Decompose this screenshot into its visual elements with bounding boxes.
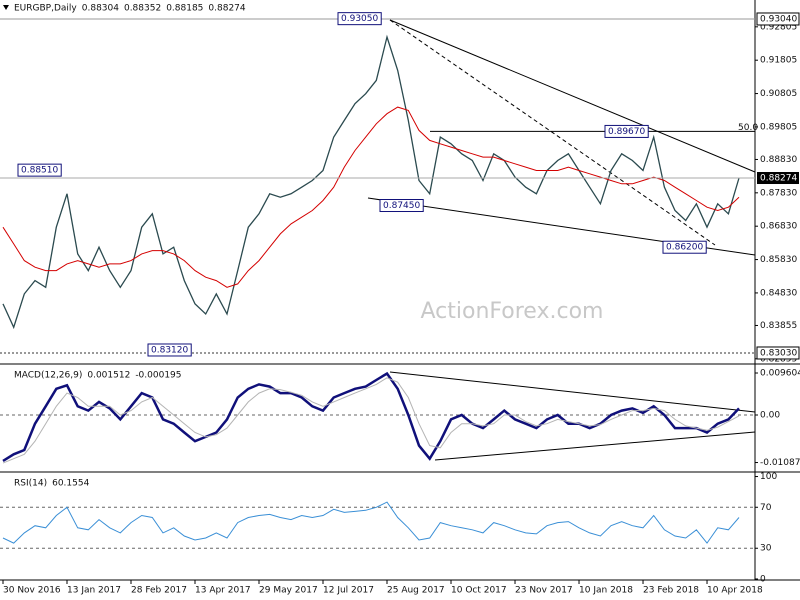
price-box-label: 0.83030 (760, 348, 797, 358)
watermark: ActionForex.com (421, 299, 604, 324)
y-tick-label: 0.90805 (760, 89, 797, 99)
series-line (2, 377, 740, 464)
series-line (2, 106, 740, 288)
series-line (2, 501, 740, 544)
trend-line (389, 371, 756, 413)
trend-line (389, 19, 716, 246)
y-tick-label: 0.86830 (760, 222, 797, 232)
annotation-label: 0.89670 (608, 127, 645, 137)
y-tick-label: 0.89805 (760, 122, 797, 132)
y-tick-label: 0.009604 (760, 369, 800, 379)
panel-reading: 0.88352 (124, 4, 161, 14)
panel-reading: 0.001512 (87, 371, 130, 381)
y-tick-label: -0.010873 (760, 458, 800, 468)
y-tick-label: 0.83855 (760, 321, 797, 331)
x-tick-label: 12 Jul 2017 (323, 586, 374, 596)
y-tick-label: 0 (760, 574, 766, 584)
x-tick-label: 13 Jan 2017 (67, 586, 121, 596)
annotation-label: 0.83120 (151, 345, 188, 355)
series-line (2, 34, 740, 330)
panel-reading: 0.88185 (166, 4, 203, 14)
x-tick-label: 29 May 2017 (259, 586, 318, 596)
price-box (756, 12, 800, 26)
fib-label: 50.0 (738, 123, 758, 133)
panel-reading: 0.88304 (82, 4, 119, 14)
y-tick-label: 0.87830 (760, 188, 797, 198)
y-tick-label: 0.85830 (760, 255, 797, 265)
annotation-label: 0.86200 (666, 243, 703, 253)
y-tick-label: 100 (760, 472, 777, 482)
trend-line (434, 431, 756, 461)
y-tick-label: 0.84830 (760, 288, 797, 298)
x-tick-label: 23 Nov 2017 (515, 586, 573, 596)
panel-title: EURGBP,Daily (14, 4, 77, 14)
annotation-box (379, 199, 424, 213)
x-tick-label: 13 Apr 2017 (195, 586, 251, 596)
x-tick-label: 10 Apr 2018 (707, 586, 763, 596)
panel-reading: 60.1554 (52, 479, 89, 489)
x-tick-label: 10 Oct 2017 (451, 586, 507, 596)
y-tick-label: 30 (760, 544, 772, 554)
annotation-label: 0.88510 (21, 166, 58, 176)
menu-triangle (3, 5, 9, 10)
x-tick-label: 10 Jan 2018 (579, 586, 633, 596)
panel-reading: 0.88274 (208, 4, 245, 14)
annotation-box (662, 240, 707, 254)
annotation-box (337, 12, 382, 26)
y-tick-label: 0.92805 (760, 22, 797, 32)
annotation-box (17, 163, 62, 177)
x-tick-label: 30 Nov 2016 (3, 586, 61, 596)
y-tick-label: 0.91805 (760, 56, 797, 66)
panel-title: RSI(14) (14, 479, 47, 489)
y-tick-label: 0.88830 (760, 155, 797, 165)
panel-title: MACD(12,26,9) (14, 371, 82, 381)
annotation-box (147, 343, 192, 357)
y-tick-label: 70 (760, 503, 772, 513)
x-tick-label: 28 Feb 2017 (131, 586, 187, 596)
panel-reading: -0.000195 (135, 371, 181, 381)
y-tick-label: 0.00 (760, 411, 780, 421)
plot-layer: 0.92805 0.91805 0.90805 0.89805 0.88830 0.878… (0, 4, 800, 596)
annotation-label: 0.93050 (341, 14, 378, 24)
last-price-box (757, 172, 799, 185)
price-box-label: 0.93040 (760, 14, 797, 24)
last-price-label: 0.88274 (760, 174, 797, 184)
trend-line (389, 19, 756, 173)
x-tick-label: 25 Aug 2017 (387, 586, 445, 596)
annotation-label: 0.87450 (383, 201, 420, 211)
annotation-box (604, 124, 649, 138)
x-tick-label: 23 Feb 2018 (643, 586, 699, 596)
price-box (756, 346, 800, 360)
